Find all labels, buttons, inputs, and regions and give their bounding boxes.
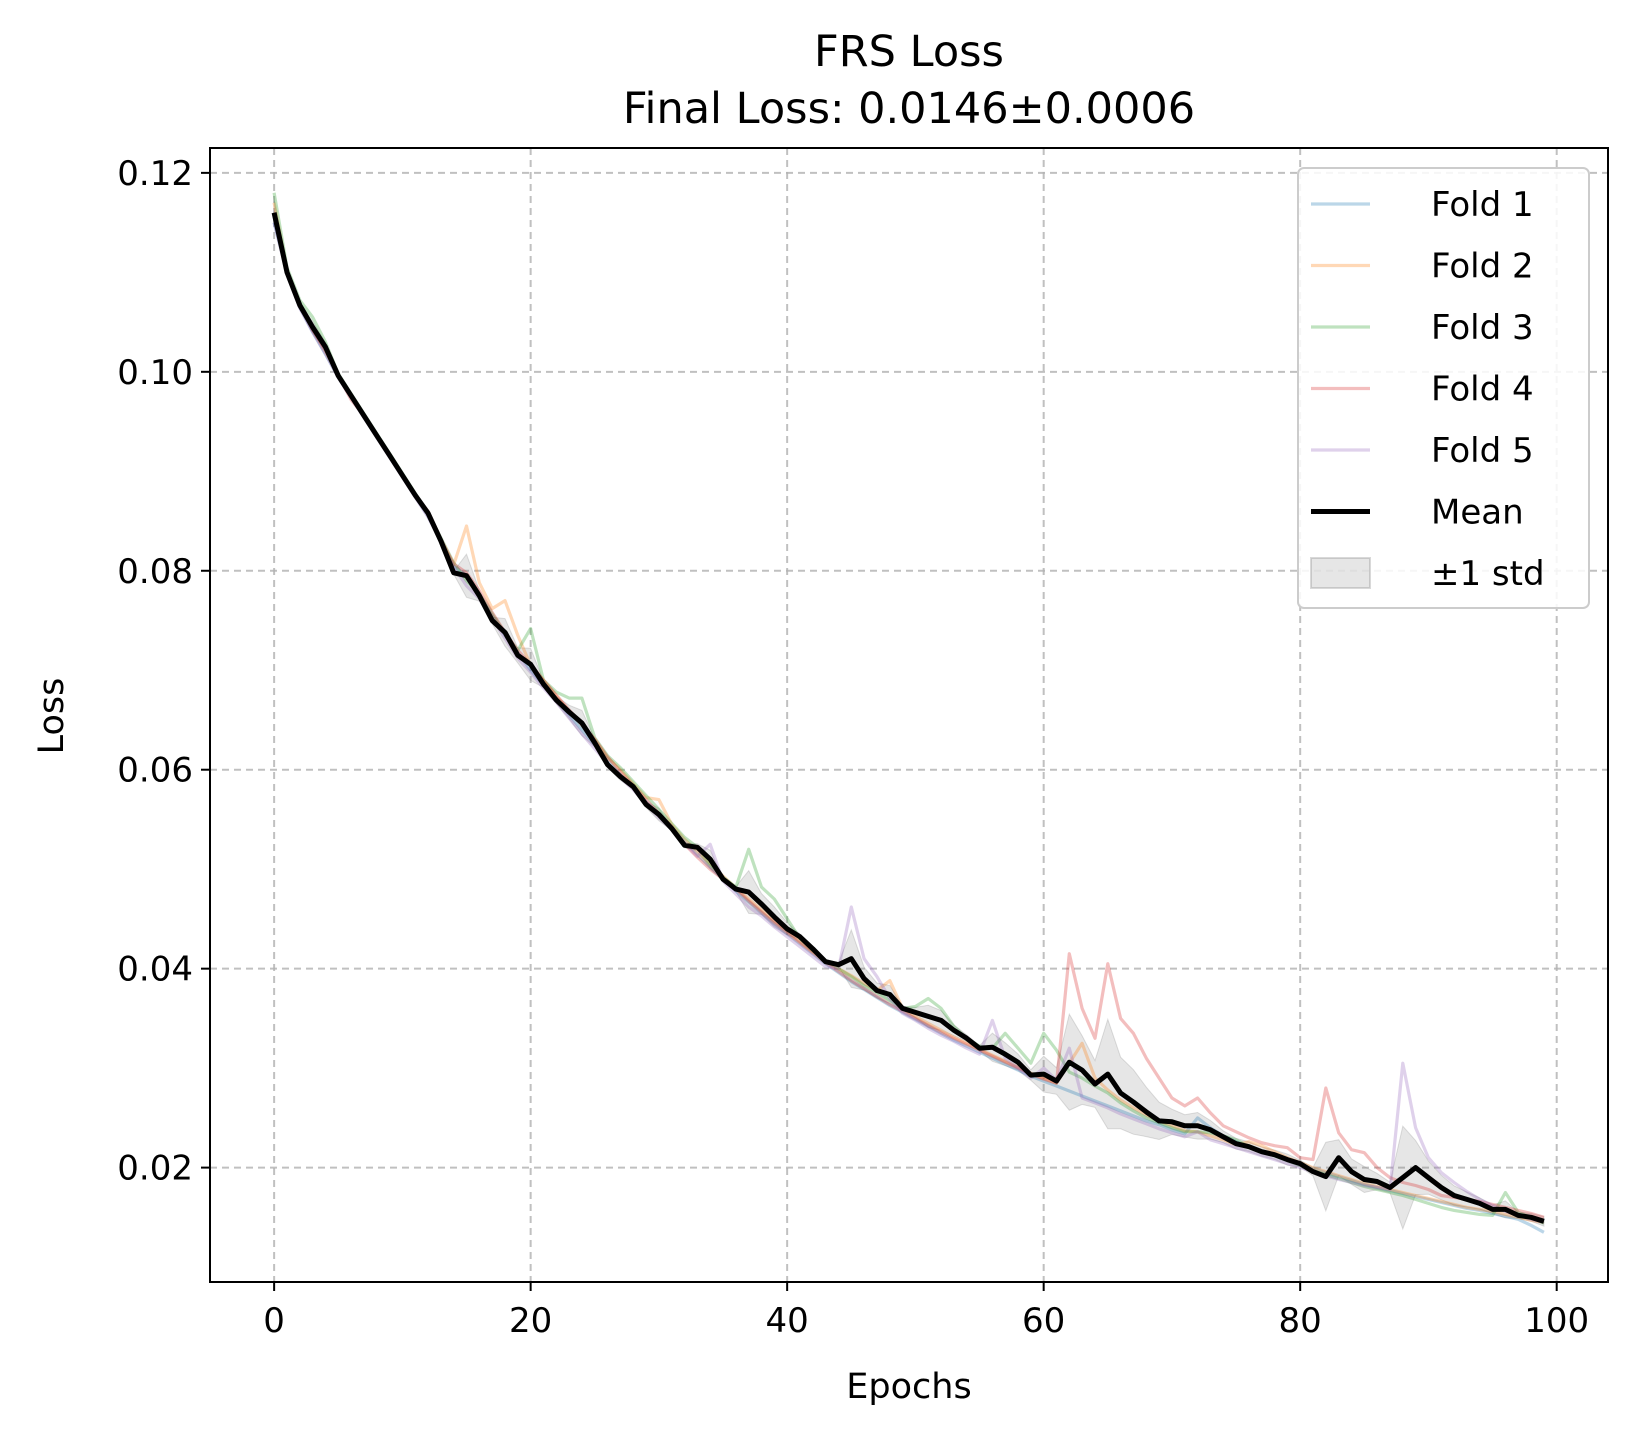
x-tick-label: 20 [509, 1301, 552, 1341]
legend-box [1297, 167, 1590, 609]
legend-label: Fold 1 [1431, 185, 1534, 225]
plot-frame [209, 147, 1609, 1283]
mean-line-layer [271, 212, 1545, 1224]
legend-label: Mean [1431, 493, 1524, 533]
legend-label: ±1 std [1431, 554, 1545, 594]
y-tick-label: 0.10 [117, 353, 193, 393]
mean-line [271, 212, 1545, 1224]
chart-title: FRS Loss [814, 27, 1004, 77]
std-band-layer [273, 201, 1545, 1231]
legend-swatch-std [1310, 557, 1371, 589]
legend: Fold 1 Fold 2 Fold 3 Fold 4 Fold 5 Mean ±1 std [1297, 167, 1590, 609]
x-tick-label: 0 [263, 1301, 285, 1341]
y-tick-label: 0.12 [117, 154, 193, 194]
std-band [273, 201, 1545, 1231]
y-axis-label: Loss [32, 678, 72, 755]
y-tick-label: 0.02 [117, 1149, 193, 1189]
legend-label: Fold 2 [1431, 247, 1534, 287]
chart-subtitle: Final Loss: 0.0146±0.0006 [623, 84, 1195, 134]
x-tick-label: 80 [1279, 1301, 1322, 1341]
x-tick-label: 60 [1022, 1301, 1065, 1341]
y-tick-label: 0.06 [117, 751, 193, 791]
legend-label: Fold 3 [1431, 308, 1534, 348]
x-tick-label: 40 [766, 1301, 809, 1341]
x-tick-label: 100 [1524, 1301, 1589, 1341]
legend-label: Fold 5 [1431, 431, 1534, 471]
legend-label: Fold 4 [1431, 370, 1534, 410]
x-axis-label: Epochs [846, 1367, 971, 1407]
y-tick-label: 0.04 [117, 950, 193, 990]
y-tick-label: 0.08 [117, 552, 193, 592]
axis-ticks: 0 20 40 60 80 100 0.02 0.04 0.06 0.08 0.10 0.12 [117, 154, 1589, 1341]
fold-4-line [272, 212, 1545, 1219]
